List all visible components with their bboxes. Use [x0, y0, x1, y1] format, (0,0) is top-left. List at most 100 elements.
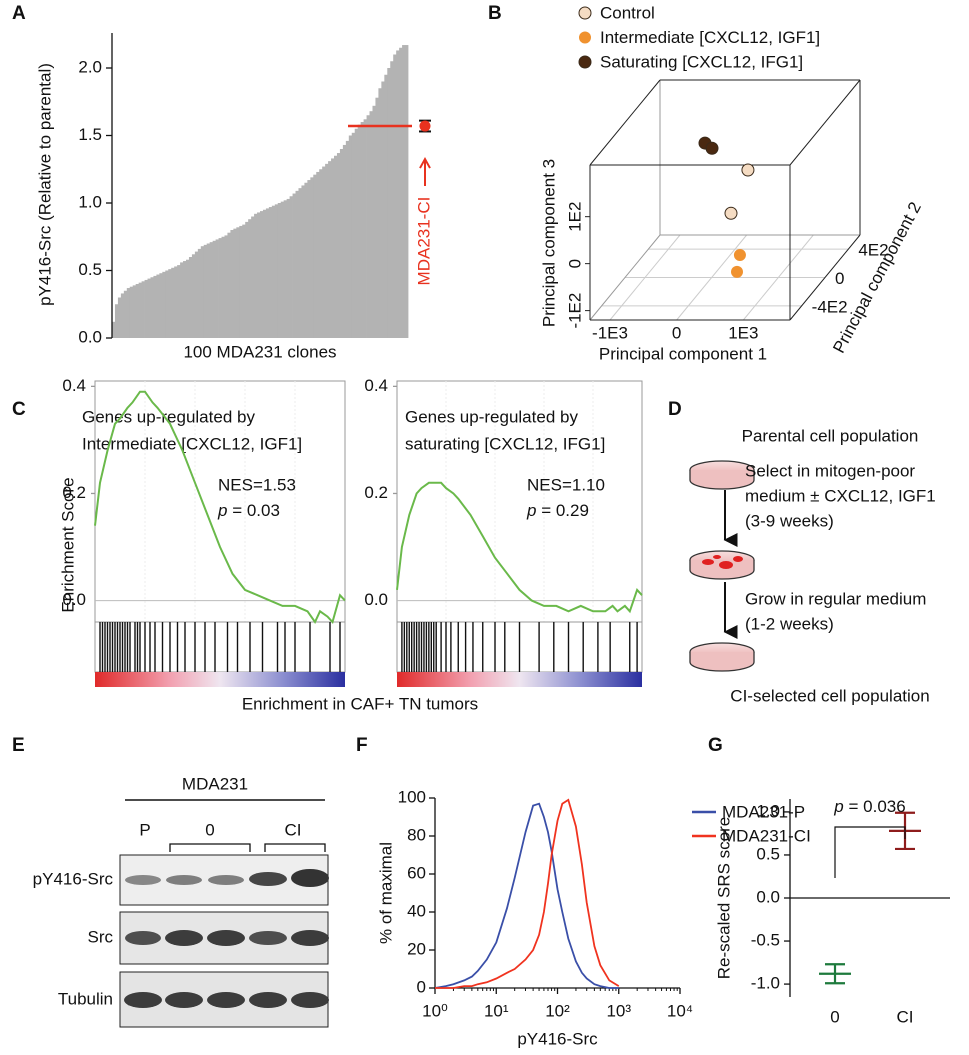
y-axis-label: % of maximal: [376, 842, 395, 944]
y-tick-label: 0.2: [62, 483, 86, 502]
legend-swatch: [578, 55, 592, 69]
y-tick-label: 40: [407, 901, 426, 920]
marker-point: [419, 120, 431, 132]
lane-label: CI: [285, 820, 302, 839]
bar: [260, 211, 264, 338]
bar: [257, 212, 261, 338]
bar: [348, 135, 353, 338]
bar: [132, 285, 137, 338]
bar: [322, 166, 326, 338]
y-tick-label: 1.0: [756, 801, 780, 820]
bar: [239, 225, 243, 338]
legend-label: MDA231-P: [722, 802, 805, 821]
z-tick-label: 0: [565, 259, 584, 268]
bar: [399, 47, 403, 338]
bar: [150, 277, 154, 338]
arrow: [419, 156, 431, 187]
x-tick-label: 10³: [606, 1001, 631, 1020]
arrow-label: Select in mitogen-poor: [745, 461, 915, 480]
point: [724, 206, 738, 220]
y-axis-label: pY416-Src (Relative to parental): [35, 63, 54, 306]
bar: [156, 274, 160, 338]
bar: [265, 208, 270, 338]
lane-label: P: [139, 820, 150, 839]
point: [741, 163, 755, 177]
y-tick-label: 0.0: [62, 590, 86, 609]
bar: [209, 242, 214, 338]
bar: [203, 244, 208, 338]
bar: [393, 54, 397, 338]
y-tick-label: 4E2: [858, 241, 888, 260]
bar: [339, 149, 344, 338]
y-tick-label: 0.2: [364, 483, 388, 502]
blot-image: [119, 799, 329, 1028]
bar: [319, 169, 323, 338]
nes-label: NES=1.10: [527, 475, 605, 494]
bar: [162, 271, 166, 338]
legend-label: Control: [600, 3, 655, 22]
bar: [268, 207, 273, 338]
y-tick-label: -0.5: [751, 931, 780, 950]
bar: [254, 213, 258, 338]
legend-label: Saturating [CXCL12, IFG1]: [600, 52, 803, 71]
y-tick-label: 0.5: [756, 844, 780, 863]
x-axis-label: Enrichment in CAF+ TN tumors: [242, 694, 478, 713]
bar: [117, 297, 122, 338]
bar: [218, 238, 222, 338]
y-tick-label: 0.4: [62, 376, 86, 395]
cell-line-label: MDA231: [182, 774, 248, 793]
bar: [200, 246, 205, 338]
x-tick-label: 10⁰: [422, 1001, 448, 1020]
bar: [165, 270, 169, 338]
y-axis-label: Re-scaled SRS score: [714, 817, 733, 980]
nes-label: NES=1.53: [218, 475, 296, 494]
bar: [357, 124, 362, 338]
row-label: pY416-Src: [33, 869, 114, 888]
x-axis-label: Principal component 1: [599, 344, 767, 363]
chart-title: saturating [CXCL12, IFG1]: [405, 434, 605, 453]
bar: [354, 128, 359, 338]
bar: [129, 286, 134, 338]
y-tick-label: 1.0: [78, 192, 102, 211]
bar: [360, 122, 364, 338]
diagram-shapes: [689, 460, 755, 672]
bar: [191, 254, 196, 338]
bar: [328, 161, 332, 338]
y-tick-label: 100: [398, 787, 426, 806]
p-label: p = 0.29: [526, 501, 589, 520]
arrow-label: medium ± CXCL12, IGF1: [745, 486, 936, 505]
row-label: Tubulin: [58, 989, 113, 1008]
row-label: Src: [88, 927, 114, 946]
bar: [206, 243, 211, 338]
y-tick-label: 60: [407, 863, 426, 882]
point: [731, 265, 743, 278]
bar: [251, 216, 255, 338]
arrow-label: (1-2 weeks): [745, 614, 834, 633]
lane-label: 0: [205, 820, 214, 839]
barcode-frame: [94, 621, 346, 673]
bar: [135, 284, 140, 338]
y-tick-label: -1.0: [751, 974, 780, 993]
bar: [390, 61, 394, 338]
x-axis-label: pY416-Src: [517, 1029, 598, 1048]
bar: [233, 228, 237, 338]
bar: [174, 266, 178, 338]
bar: [212, 240, 216, 338]
y-tick-label: -4E2: [812, 297, 848, 316]
bar: [153, 275, 157, 338]
rank-gradient: [95, 672, 345, 687]
y-tick-label: 0.0: [364, 590, 388, 609]
bar: [183, 261, 187, 338]
panel-label: G: [708, 735, 723, 756]
panel-label: A: [12, 3, 26, 24]
bar: [274, 204, 279, 338]
panel-label: E: [12, 735, 25, 756]
p-symbol: p: [526, 501, 536, 520]
arrow-label: (3-9 weeks): [745, 511, 834, 530]
bar: [345, 140, 350, 338]
bar: [248, 219, 252, 338]
axis-box: [589, 79, 661, 166]
bar: [144, 279, 148, 338]
bar: [304, 182, 308, 338]
bar: [313, 174, 317, 338]
